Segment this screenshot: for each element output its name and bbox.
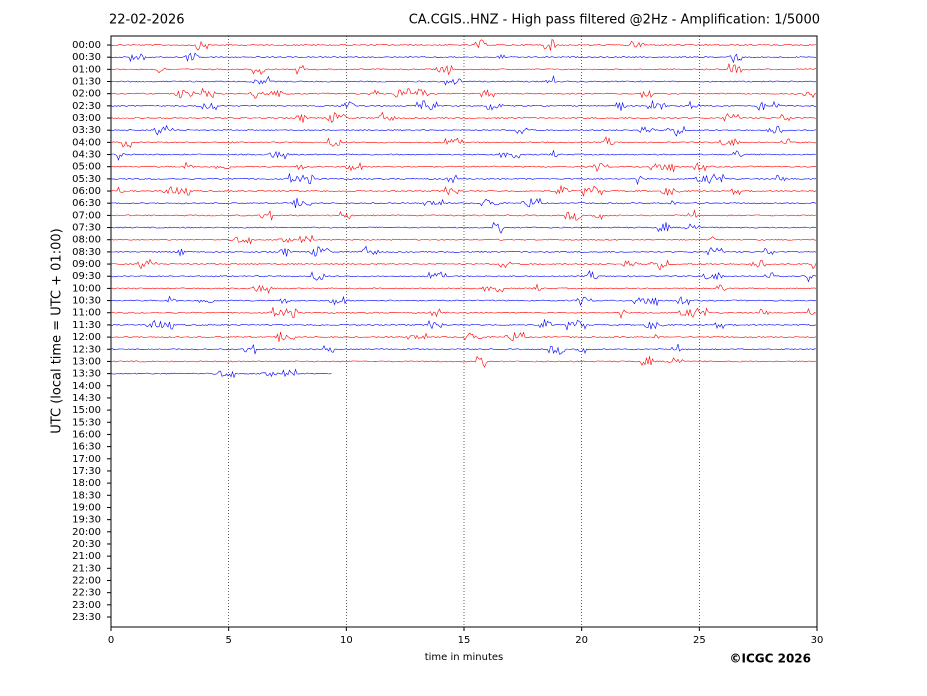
y-tick-label: 13:00 [72, 356, 101, 367]
date: 22-02-2026 [109, 13, 185, 28]
y-tick-label: 03:00 [72, 113, 101, 124]
trace [110, 355, 817, 368]
y-tick-label: 09:30 [72, 271, 101, 282]
trace [110, 161, 817, 173]
trace [110, 283, 817, 294]
y-tick-label: 03:30 [72, 125, 101, 136]
y-tick-label: 00:30 [72, 52, 101, 63]
trace [110, 185, 817, 197]
trace [110, 368, 332, 379]
y-tick-label: 21:00 [72, 551, 101, 562]
y-tick-label: 06:00 [72, 186, 101, 197]
trace [110, 136, 817, 149]
trace [110, 221, 817, 234]
trace [110, 209, 817, 221]
y-tick-label: 02:30 [72, 101, 101, 112]
trace [110, 149, 817, 161]
trace [110, 52, 817, 64]
y-tick-label: 18:30 [72, 490, 101, 501]
y-tick-label: 15:00 [72, 405, 101, 416]
y-tick-label: 11:30 [72, 320, 101, 331]
trace [111, 344, 817, 355]
x-tick-label: 10 [340, 635, 353, 646]
y-tick-label: 08:30 [72, 247, 101, 258]
y-tick-label: 16:00 [72, 429, 101, 440]
y-tick-label: 07:00 [72, 210, 101, 221]
y-tick-label: 16:30 [72, 442, 101, 453]
y-tick-label: 09:00 [72, 259, 101, 270]
y-tick-label: 01:00 [72, 64, 101, 75]
y-tick-label: 12:00 [72, 332, 101, 343]
y-tick-label: 17:00 [72, 454, 101, 465]
plot-frame [110, 35, 818, 628]
trace [110, 63, 817, 76]
y-tick-label: 20:30 [72, 539, 101, 550]
y-tick-label: 00:00 [72, 40, 101, 51]
y-tick-label: 04:30 [72, 150, 101, 161]
x-tick-label: 15 [458, 635, 471, 646]
y-tick-label: 20:00 [72, 527, 101, 538]
y-tick-label: 12:30 [72, 344, 101, 355]
x-tick-label: 0 [108, 635, 114, 646]
y-tick-label: 04:00 [72, 137, 101, 148]
trace [110, 87, 817, 99]
trace [110, 331, 817, 342]
x-tick-label: 5 [225, 635, 231, 646]
y-tick-label: 01:30 [72, 77, 101, 88]
x-tick-label: 25 [693, 635, 706, 646]
trace [110, 75, 817, 86]
y-tick-label: 05:00 [72, 162, 101, 173]
trace [110, 319, 817, 331]
trace [110, 100, 817, 111]
trace [110, 307, 817, 319]
y-tick-label: 13:30 [72, 369, 101, 380]
trace [111, 245, 817, 257]
trace [111, 197, 817, 208]
y-tick-label: 15:30 [72, 417, 101, 428]
trace [110, 258, 817, 271]
y-tick-label: 10:00 [72, 283, 101, 294]
y-tick-label: 18:00 [72, 478, 101, 489]
y-tick-label: 19:00 [72, 502, 101, 513]
y-tick-label: 14:30 [72, 393, 101, 404]
y-tick-label: 22:30 [72, 588, 101, 599]
chart-title: CA.CGIS..HNZ - High pass filtered @2Hz -… [409, 13, 820, 28]
y-tick-label: 10:30 [72, 296, 101, 307]
y-tick-label: 21:30 [72, 563, 101, 574]
y-tick-label: 02:00 [72, 89, 101, 100]
y-tick-label: 05:30 [72, 174, 101, 185]
x-axis-label: time in minutes [425, 652, 504, 663]
y-tick-label: 14:00 [72, 381, 101, 392]
y-tick-label: 23:00 [72, 600, 101, 611]
trace [110, 234, 817, 245]
trace [110, 270, 817, 283]
x-tick-label: 20 [575, 635, 588, 646]
trace [110, 111, 817, 123]
y-tick-label: 23:30 [72, 612, 101, 623]
trace [110, 173, 817, 186]
trace [110, 38, 817, 51]
y-tick-label: 17:30 [72, 466, 101, 477]
trace [110, 124, 817, 137]
y-tick-label: 08:00 [72, 235, 101, 246]
y-tick-label: 11:00 [72, 308, 101, 319]
trace [110, 295, 817, 306]
y-axis-label: UTC (local time = UTC + 01:00) [50, 228, 65, 433]
x-tick-label: 30 [811, 635, 824, 646]
y-tick-label: 19:30 [72, 515, 101, 526]
y-tick-label: 07:30 [72, 223, 101, 234]
copyright: ©ICGC 2026 [729, 652, 811, 666]
y-tick-label: 06:30 [72, 198, 101, 209]
y-tick-label: 22:00 [72, 575, 101, 586]
